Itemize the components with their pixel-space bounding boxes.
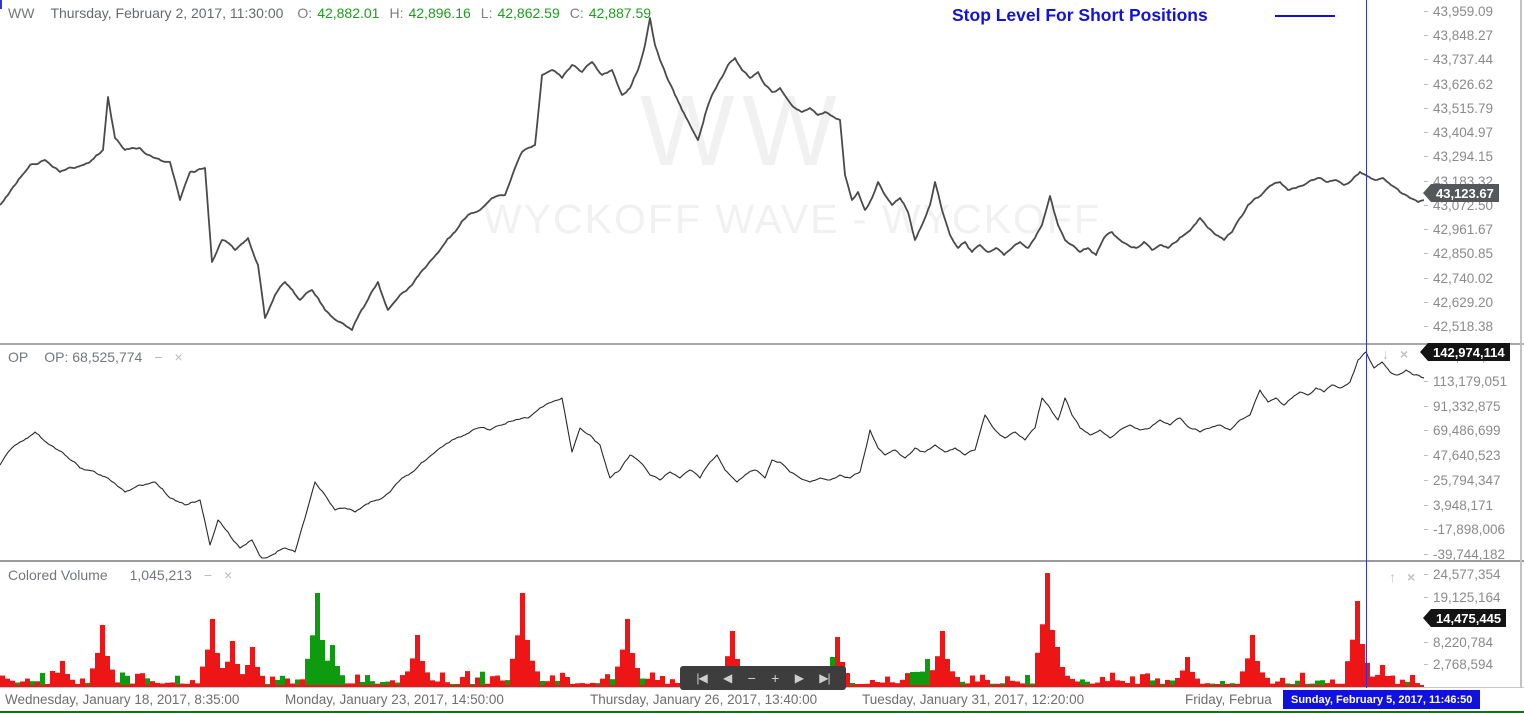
crosshair-vertical-line [1366, 0, 1367, 690]
op-panel-header: OP OP: 68,525,774 − × [8, 349, 183, 365]
ohlc-open: O: 42,882.01 [297, 5, 380, 21]
watermark-text: WYCKOFF WAVE - WYCKOFF [483, 196, 1101, 242]
ohlc-high: H: 42,896.16 [389, 5, 471, 21]
op-indicator-chart[interactable] [0, 345, 1424, 561]
time-label-4: Tuesday, January 31, 2017, 12:20:00 [862, 692, 1085, 707]
time-axis[interactable]: Wednesday, January 18, 2017, 8:35:00 Mon… [0, 688, 1524, 711]
volume-value-label: 1,045,213 [129, 567, 192, 583]
op-move-down-icon[interactable]: ↓ [1382, 346, 1389, 362]
op-minimize-icon[interactable]: − [154, 349, 163, 365]
axis-tick-label: 47,640,523 [1424, 448, 1501, 463]
axis-tick-label: 24,577,354 [1424, 567, 1501, 582]
skip-end-button[interactable]: ▶| [819, 671, 830, 685]
axis-tick-label: 43,626.62 [1424, 77, 1493, 92]
skip-start-button[interactable]: |◀ [696, 671, 707, 685]
ww-price-chart[interactable] [0, 0, 1424, 344]
watermark-symbol: WW [640, 75, 845, 187]
time-label-3: Thursday, January 26, 2017, 13:40:00 [590, 692, 818, 707]
volume-move-up-icon[interactable]: ↑ [1389, 569, 1396, 585]
symbol-label: WW [8, 5, 35, 21]
zoom-out-button[interactable]: − [747, 670, 756, 686]
axis-tick-label: 42,518.38 [1424, 319, 1493, 334]
axis-tick-label: 42,850.85 [1424, 246, 1493, 261]
axis-tick-label: 19,125,164 [1424, 590, 1501, 605]
axis-tick-label: 42,740.02 [1424, 271, 1493, 286]
right-window-edge [1520, 0, 1522, 713]
step-back-button[interactable]: ◀ [723, 671, 732, 685]
axis-tick-label: 2,768,594 [1424, 657, 1493, 672]
chart-navigation-toolbar: |◀ ◀ − + ▶ ▶| [680, 666, 846, 690]
crosshair-time-tag: Sunday, February 5, 2017, 11:46:50 [1283, 690, 1481, 709]
op-last-value-tag: 142,974,114 [1420, 343, 1510, 361]
panel-divider-2[interactable] [0, 560, 1524, 562]
ohlc-close: C: 42,887.59 [569, 5, 652, 21]
volume-minimize-icon[interactable]: − [203, 567, 213, 583]
ohlc-low: L: 42,862.59 [480, 5, 560, 21]
axis-tick-label: 3,948,171 [1424, 498, 1493, 513]
axis-tick-label: 8,220,784 [1424, 635, 1493, 650]
op-close-icon[interactable]: × [174, 349, 183, 365]
volume-last-value-tag: 14,475,445 [1422, 609, 1507, 627]
axis-tick-label: 113,179,051 [1424, 374, 1507, 389]
bar-datetime-label: Thursday, February 2, 2017, 11:30:00 [50, 5, 284, 21]
axis-tick-label: 42,629.20 [1424, 295, 1493, 310]
volume-close-icon[interactable]: × [224, 567, 233, 583]
op-title: OP [8, 349, 29, 365]
ww-last-price-tag: 43,123.67 [1423, 184, 1499, 202]
time-label-5: Friday, Februa [1185, 692, 1272, 707]
axis-tick-label: 69,486,699 [1424, 423, 1501, 438]
panel-divider-1[interactable] [0, 343, 1524, 345]
stop-level-annotation-line[interactable] [1275, 15, 1335, 17]
axis-tick-label: 43,294.15 [1424, 149, 1493, 164]
crosshair-edge-mark [0, 0, 2, 9]
volume-panel-header: Colored Volume 1,045,213 − × [8, 567, 232, 583]
axis-tick-label: 43,959.09 [1424, 4, 1493, 19]
op-corner-controls: ↓ × [1382, 346, 1408, 362]
op-value-label: OP: 68,525,774 [44, 349, 143, 365]
axis-tick-label: -39,744,182 [1424, 547, 1505, 562]
volume-title: Colored Volume [8, 567, 108, 583]
op-corner-close-icon[interactable]: × [1400, 346, 1409, 362]
axis-tick-label: 42,961.67 [1424, 222, 1493, 237]
axis-tick-label: 91,332,875 [1424, 399, 1501, 414]
volume-corner-controls: ↑ × [1389, 569, 1415, 585]
axis-tick-label: 43,404.97 [1424, 125, 1493, 140]
axis-tick-label: 43,737.44 [1424, 52, 1493, 67]
time-label-2: Monday, January 23, 2017, 14:50:00 [285, 692, 504, 707]
time-label-1: Wednesday, January 18, 2017, 8:35:00 [5, 692, 240, 707]
axis-tick-label: 43,515.79 [1424, 101, 1493, 116]
axis-tick-label: -17,898,006 [1424, 522, 1505, 537]
stop-level-annotation-text[interactable]: Stop Level For Short Positions [952, 5, 1208, 25]
ww-panel-header: WW Thursday, February 2, 2017, 11:30:00 … [8, 5, 661, 21]
axis-tick-label: 25,794,347 [1424, 473, 1501, 488]
zoom-in-button[interactable]: + [771, 670, 779, 686]
bottom-window-edge [0, 711, 1524, 713]
axis-tick-label: 43,848.27 [1424, 28, 1493, 43]
volume-corner-close-icon[interactable]: × [1407, 569, 1416, 585]
step-forward-button[interactable]: ▶ [794, 671, 804, 685]
